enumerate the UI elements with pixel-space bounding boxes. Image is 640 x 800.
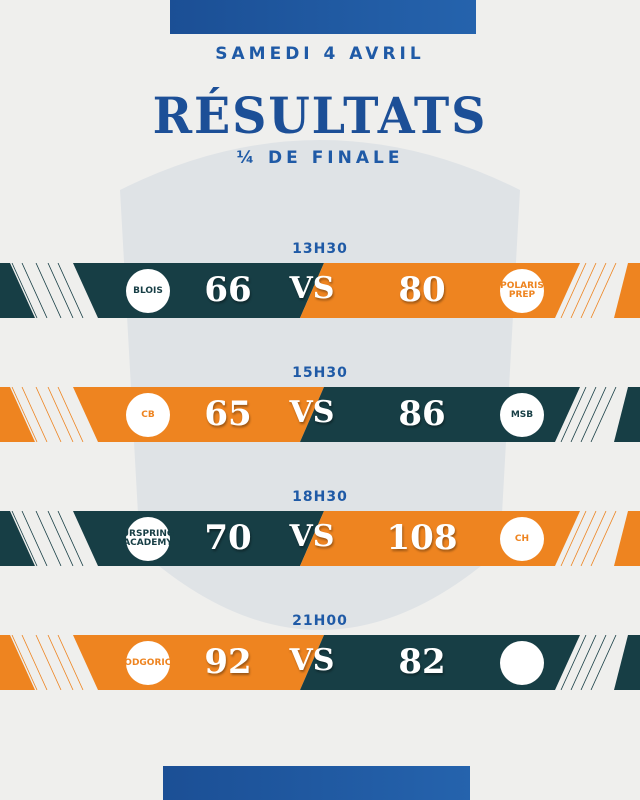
match-row: PODGORICA 92 VS 82 [0,635,640,690]
match-row: CB 65 VS 86 MSB [0,387,640,442]
home-score: 65 [204,394,252,434]
match-time: 13H30 [292,241,348,257]
match-time: 15H30 [292,365,348,381]
subtitle: ¼ DE FINALE [236,148,404,168]
home-team-logo: BLOIS [126,269,170,313]
top-bar [170,0,476,34]
home-team-logo: CB [126,393,170,437]
left-stripe [0,511,35,566]
bottom-bar [163,766,470,800]
home-score: 66 [204,270,252,310]
home-score: 92 [204,642,252,682]
right-stripe [614,387,640,442]
vs-label: VS [289,395,335,430]
right-stripe [614,635,640,690]
watermark-shield-icon [120,140,520,630]
match-time: 18H30 [292,489,348,505]
vs-label: VS [289,271,335,306]
right-stripe [614,511,640,566]
left-stripe [0,635,35,690]
away-team-logo [500,641,544,685]
left-stripe [0,387,35,442]
home-team-logo: PODGORICA [118,641,178,685]
away-score: 82 [398,642,446,682]
away-team-logo: CH [500,517,544,561]
vs-label: VS [289,519,335,554]
away-team-logo: POLARIS PREP [500,269,544,313]
away-score: 80 [398,270,446,310]
away-score: 108 [386,518,458,558]
right-stripe [614,263,640,318]
vs-label: VS [289,643,335,678]
date: SAMEDI 4 AVRIL [215,44,425,64]
left-stripe [0,263,35,318]
away-score: 86 [398,394,446,434]
home-score: 70 [204,518,252,558]
match-row: URSPRING ACADEMY 70 VS 108 CH [0,511,640,566]
home-team-logo: URSPRING ACADEMY [122,517,174,561]
match-row: BLOIS 66 VS 80 POLARIS PREP [0,263,640,318]
away-team-logo: MSB [500,393,544,437]
match-time: 21H00 [292,613,348,629]
page-title: RÉSULTATS [152,86,488,145]
